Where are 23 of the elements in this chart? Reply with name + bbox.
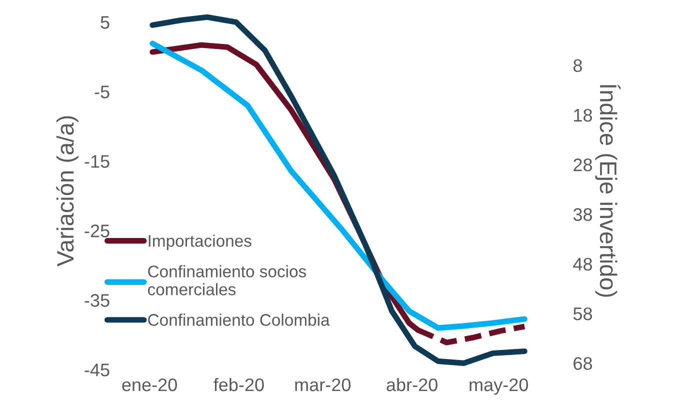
x-tick-label: feb-20: [214, 378, 264, 392]
legend-label: Confinamiento Colombia: [148, 314, 330, 326]
x-tick-label: mar-20: [295, 378, 351, 392]
y2-tick-label: 68: [574, 357, 592, 370]
legend-label: Confinamiento socios comerciales: [148, 265, 306, 296]
y2-tick-label: 28: [574, 158, 592, 172]
y-tick-label: -5: [94, 86, 110, 98]
y2-tick-label: 58: [573, 307, 592, 320]
y2-tick-label: 48: [573, 258, 592, 271]
y-tick-label: -45: [84, 364, 110, 376]
y-tick-label: -25: [84, 224, 110, 238]
y2-tick-label: 8: [573, 59, 582, 72]
y-tick-label: 5: [100, 16, 110, 29]
y2-tick-label: 18: [574, 108, 592, 122]
y2-tick-label: 38: [573, 208, 592, 221]
y-axis-title: Variación (a/a): [56, 116, 78, 266]
x-tick-label: may-20: [470, 378, 528, 395]
legend-label: Importaciones: [148, 234, 252, 250]
x-tick-label: ene-20: [122, 378, 177, 392]
y2-axis-title: Índice (Eje invertido): [595, 84, 621, 297]
y-tick-label: -15: [84, 155, 110, 168]
x-tick-label: abr-20: [386, 378, 438, 392]
y-tick-label: -35: [84, 294, 110, 307]
